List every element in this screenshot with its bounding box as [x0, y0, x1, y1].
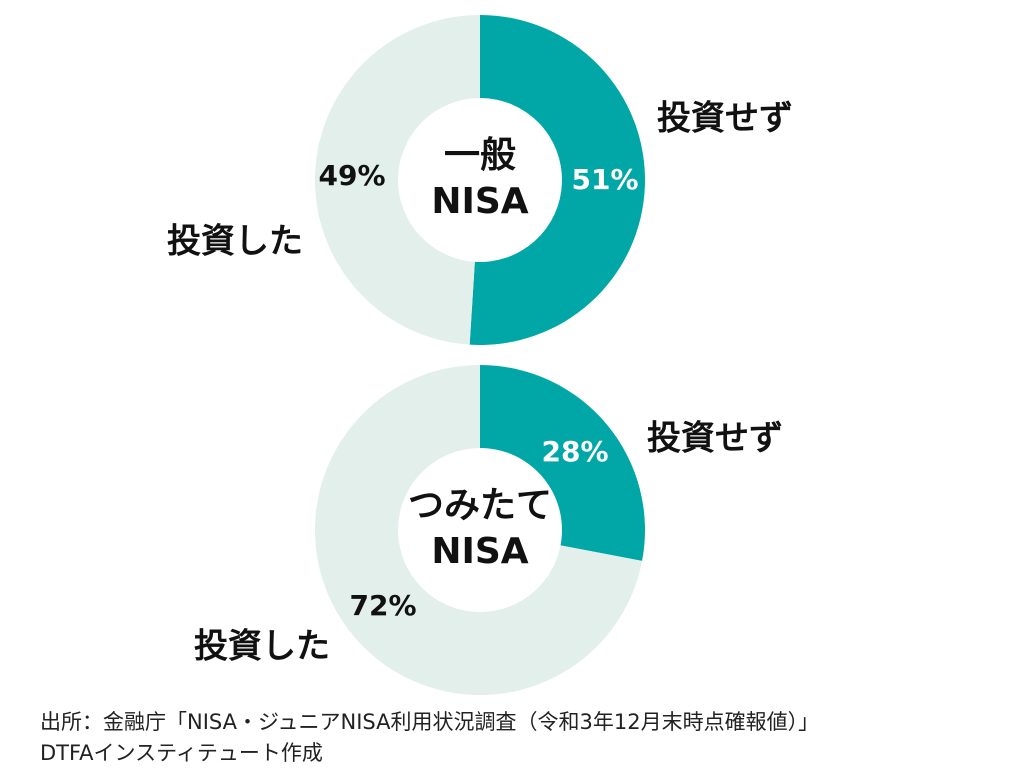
- source-line: 出所：金融庁「NISA・ジュニアNISA利用状況調査（令和3年12月末時点確報値…: [40, 710, 819, 734]
- value-label: 72%: [349, 589, 416, 622]
- category-label: 投資した: [167, 222, 303, 262]
- center-label: NISA: [431, 531, 528, 572]
- value-label: 28%: [541, 435, 608, 468]
- donut-slice: [469, 15, 646, 345]
- center-label: 一般: [444, 135, 516, 176]
- category-label: 投資した: [194, 627, 330, 667]
- category-label: 投資せず: [647, 419, 783, 459]
- value-label: 51%: [571, 163, 638, 196]
- donut-slice: [480, 365, 645, 561]
- donut-slice: [314, 365, 643, 695]
- category-label: 投資せず: [657, 99, 793, 139]
- value-label: 49%: [318, 159, 385, 192]
- center-label: つみたて: [408, 485, 552, 526]
- center-label: NISA: [431, 181, 528, 222]
- donut-slice: [315, 15, 480, 345]
- source-line: DTFAインスティテュート作成: [40, 741, 323, 765]
